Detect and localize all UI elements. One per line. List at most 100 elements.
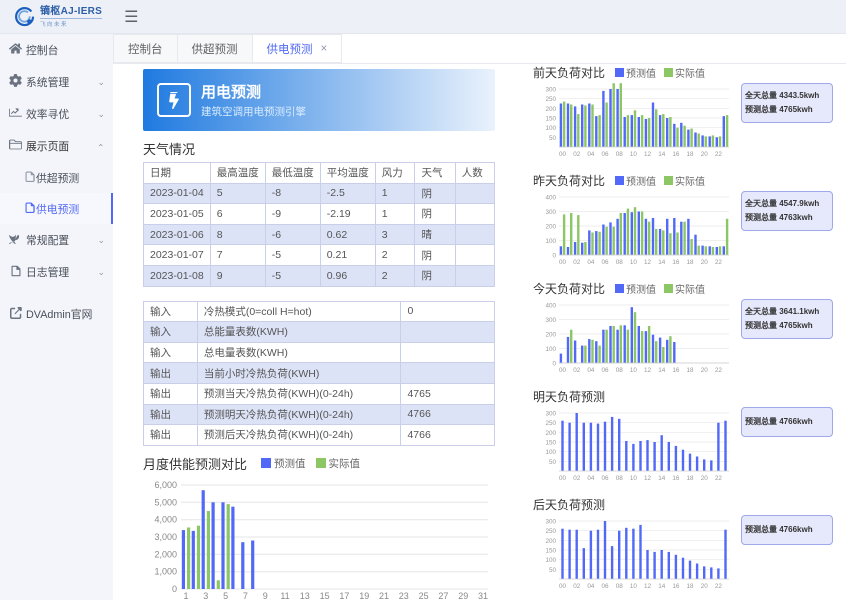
svg-text:300: 300: [545, 519, 556, 526]
svg-text:06: 06: [601, 583, 609, 590]
svg-text:14: 14: [658, 475, 666, 482]
svg-text:200: 200: [545, 106, 556, 113]
svg-text:18: 18: [686, 583, 694, 590]
svg-text:150: 150: [545, 440, 556, 447]
svg-text:06: 06: [601, 475, 609, 482]
svg-text:200: 200: [545, 538, 556, 545]
svg-text:100: 100: [545, 125, 556, 132]
svg-text:00: 00: [559, 583, 567, 590]
svg-text:3: 3: [203, 591, 208, 600]
svg-text:04: 04: [587, 367, 595, 374]
svg-text:20: 20: [701, 583, 709, 590]
svg-text:14: 14: [658, 151, 666, 158]
svg-text:16: 16: [672, 367, 680, 374]
svg-text:250: 250: [545, 96, 556, 103]
svg-text:20: 20: [701, 367, 709, 374]
svg-text:20: 20: [701, 259, 709, 266]
svg-text:22: 22: [715, 475, 723, 482]
svg-text:0: 0: [172, 584, 177, 594]
svg-text:20: 20: [701, 151, 709, 158]
svg-text:300: 300: [545, 209, 556, 216]
svg-text:14: 14: [658, 259, 666, 266]
svg-text:10: 10: [630, 583, 638, 590]
svg-text:50: 50: [549, 567, 557, 574]
svg-text:10: 10: [630, 259, 638, 266]
svg-text:100: 100: [545, 346, 556, 353]
svg-text:50: 50: [549, 459, 557, 466]
svg-text:02: 02: [573, 151, 581, 158]
svg-text:200: 200: [545, 224, 556, 231]
svg-text:0: 0: [552, 253, 556, 260]
svg-text:12: 12: [644, 151, 652, 158]
svg-text:08: 08: [616, 259, 624, 266]
svg-text:9: 9: [263, 591, 268, 600]
svg-text:300: 300: [545, 317, 556, 324]
svg-text:04: 04: [587, 475, 595, 482]
svg-text:5,000: 5,000: [154, 497, 177, 507]
svg-text:10: 10: [630, 475, 638, 482]
svg-text:00: 00: [559, 259, 567, 266]
svg-text:21: 21: [379, 591, 389, 600]
svg-text:11: 11: [280, 591, 289, 600]
svg-text:23: 23: [399, 591, 409, 600]
svg-text:12: 12: [644, 367, 652, 374]
svg-text:50: 50: [549, 135, 557, 142]
svg-text:25: 25: [419, 591, 429, 600]
svg-text:6,000: 6,000: [154, 480, 177, 490]
svg-text:27: 27: [438, 591, 448, 600]
svg-text:02: 02: [573, 367, 581, 374]
svg-text:100: 100: [545, 557, 556, 564]
svg-text:0: 0: [552, 361, 556, 368]
svg-text:22: 22: [715, 259, 723, 266]
svg-text:100: 100: [545, 449, 556, 456]
svg-text:200: 200: [545, 430, 556, 437]
svg-text:300: 300: [545, 87, 556, 94]
svg-text:12: 12: [644, 475, 652, 482]
svg-text:06: 06: [601, 151, 609, 158]
svg-text:150: 150: [545, 548, 556, 555]
svg-text:150: 150: [545, 116, 556, 123]
svg-text:4,000: 4,000: [154, 514, 177, 524]
svg-text:7: 7: [243, 591, 248, 600]
svg-text:04: 04: [587, 583, 595, 590]
svg-text:00: 00: [559, 367, 567, 374]
svg-text:22: 22: [715, 151, 723, 158]
svg-text:22: 22: [715, 367, 723, 374]
svg-text:08: 08: [616, 475, 624, 482]
svg-text:02: 02: [573, 475, 581, 482]
svg-text:16: 16: [672, 583, 680, 590]
svg-text:12: 12: [644, 583, 652, 590]
svg-text:12: 12: [644, 259, 652, 266]
svg-text:100: 100: [545, 238, 556, 245]
svg-text:13: 13: [300, 591, 310, 600]
svg-text:250: 250: [545, 528, 556, 535]
svg-text:31: 31: [478, 591, 488, 600]
svg-text:17: 17: [339, 591, 349, 600]
svg-text:06: 06: [601, 367, 609, 374]
svg-text:16: 16: [672, 151, 680, 158]
svg-text:16: 16: [672, 475, 680, 482]
svg-text:18: 18: [686, 259, 694, 266]
svg-text:20: 20: [701, 475, 709, 482]
svg-text:00: 00: [559, 475, 567, 482]
svg-text:19: 19: [359, 591, 369, 600]
svg-text:18: 18: [686, 367, 694, 374]
svg-text:250: 250: [545, 420, 556, 427]
svg-text:15: 15: [320, 591, 330, 600]
svg-text:1,000: 1,000: [154, 566, 177, 576]
svg-text:3,000: 3,000: [154, 532, 177, 542]
svg-text:22: 22: [715, 583, 723, 590]
svg-text:400: 400: [545, 303, 556, 310]
svg-text:200: 200: [545, 332, 556, 339]
svg-text:02: 02: [573, 583, 581, 590]
svg-text:300: 300: [545, 411, 556, 418]
svg-text:14: 14: [658, 583, 666, 590]
svg-text:29: 29: [458, 591, 468, 600]
svg-text:04: 04: [587, 151, 595, 158]
svg-text:10: 10: [630, 151, 638, 158]
svg-text:18: 18: [686, 475, 694, 482]
svg-text:16: 16: [672, 259, 680, 266]
svg-text:02: 02: [573, 259, 581, 266]
svg-text:14: 14: [658, 367, 666, 374]
svg-text:10: 10: [630, 367, 638, 374]
